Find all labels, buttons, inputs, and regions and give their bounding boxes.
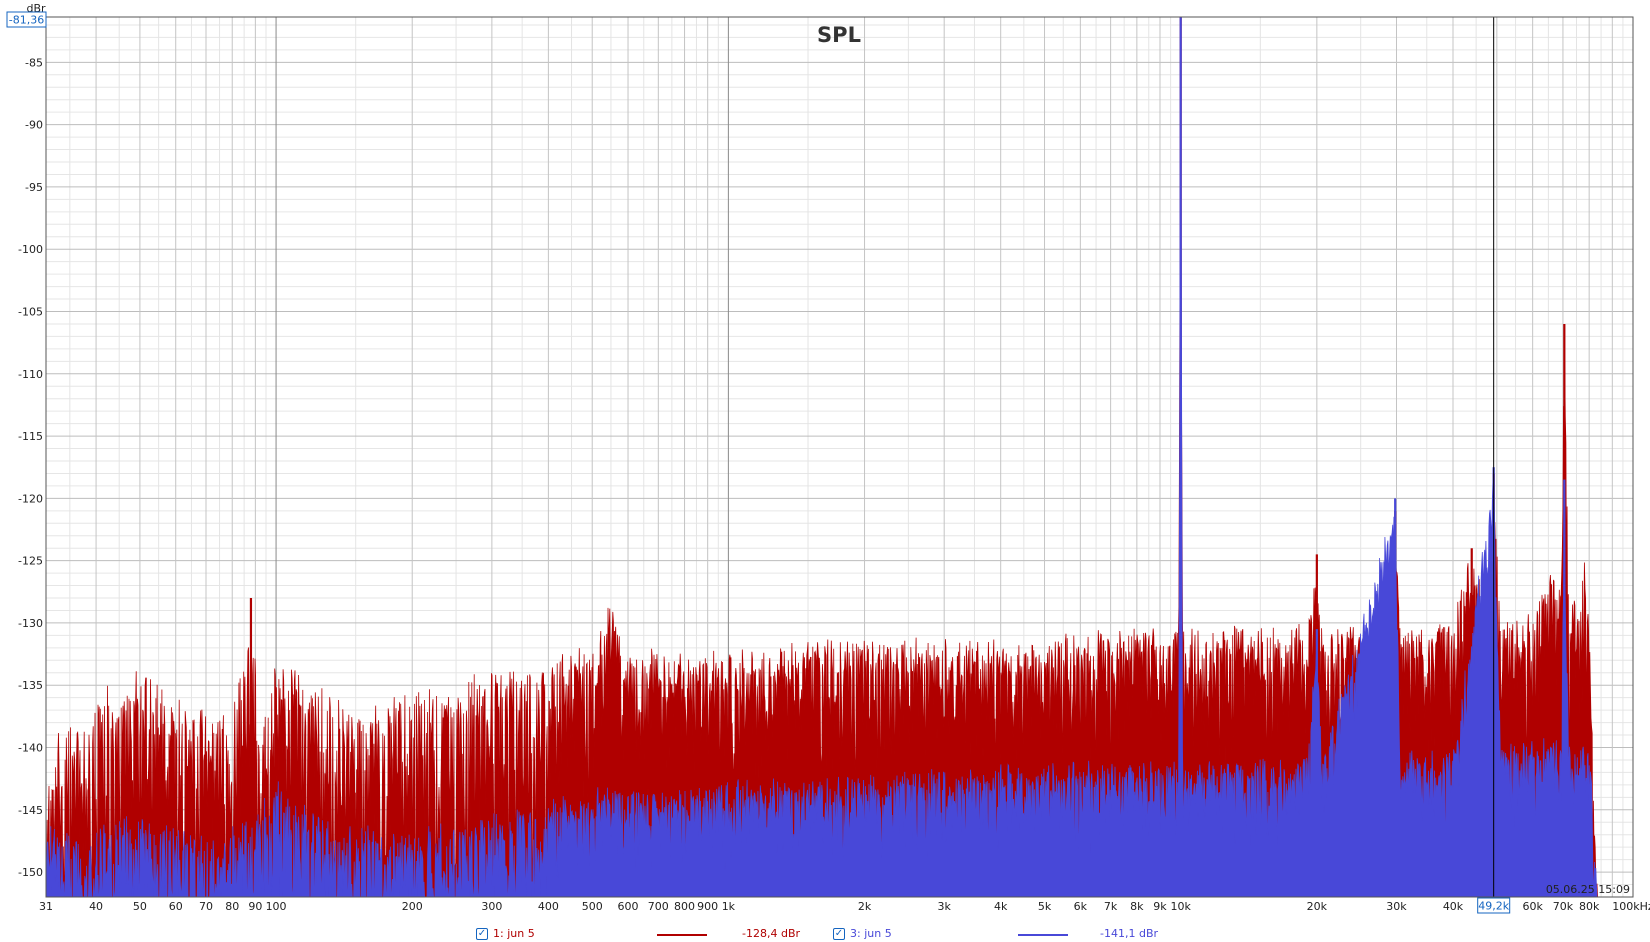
x-tick-label: 1k — [722, 900, 736, 913]
x-tick-label: 8k — [1130, 900, 1144, 913]
y-tick-label: -120 — [18, 492, 43, 505]
x-tick-label: 100 — [266, 900, 287, 913]
x-tick-label: 80k — [1579, 900, 1600, 913]
x-tick-label: 60 — [169, 900, 183, 913]
y-tick-label: -125 — [18, 555, 43, 568]
timestamp: 05.06.25 15:09 — [1546, 883, 1630, 896]
y-tick-label: -145 — [18, 804, 43, 817]
y-tick-label: -110 — [18, 368, 43, 381]
chart-title: SPL — [817, 23, 861, 47]
x-tick-label: 10k — [1171, 900, 1192, 913]
x-tick-labels: 31 40 50 60 70 80 90 100 200 300 400 500 600 700 800 90… — [39, 900, 1650, 913]
x-tick-label: 600 — [618, 900, 639, 913]
x-tick-label: 20k — [1307, 900, 1328, 913]
spectrum-series-3 — [46, 47, 1599, 897]
legend-label-series-1: 1: jun 5 — [493, 927, 535, 940]
x-tick-label: 300 — [481, 900, 502, 913]
x-tick-label: 400 — [538, 900, 559, 913]
x-tick-label: 70 — [199, 900, 213, 913]
y-tick-label: -90 — [25, 119, 43, 132]
x-tick-label: 9k — [1153, 900, 1167, 913]
legend-swatch-series-3 — [1018, 934, 1068, 936]
checkbox-checked-icon[interactable]: ✓ — [833, 927, 845, 940]
x-tick-label: 500 — [582, 900, 603, 913]
x-tick-label: 80 — [225, 900, 239, 913]
x-tick-label: 60k — [1522, 900, 1543, 913]
x-tick-label: 4k — [994, 900, 1008, 913]
x-tick-label: 50 — [133, 900, 147, 913]
x-tick-label: 7k — [1104, 900, 1118, 913]
x-tick-label: 40k — [1443, 900, 1464, 913]
y-tick-label: -130 — [18, 617, 43, 630]
legend: ✓ 1: jun 5 -128,4 dBr ✓ 3: jun 5 -141,1 … — [0, 926, 1650, 942]
y-tick-label: -105 — [18, 305, 43, 318]
y-tick-label: -135 — [18, 679, 43, 692]
y-tick-label: -85 — [25, 56, 43, 69]
legend-readout-series-1: -128,4 dBr — [742, 927, 801, 940]
x-tick-label: 800 — [674, 900, 695, 913]
x-tick-label: 30k — [1386, 900, 1407, 913]
y-tick-label: -115 — [18, 430, 43, 443]
x-cursor-readout[interactable]: 49,2k — [1477, 897, 1511, 914]
x-cursor-value: 49,2k — [1478, 900, 1509, 913]
x-tick-label: 90 — [248, 900, 262, 913]
legend-item-series-3[interactable]: ✓ 3: jun 5 — [833, 927, 892, 940]
plot-frame — [45, 16, 1634, 898]
y-cursor-value: -81,36 — [9, 14, 44, 27]
y-tick-label: -95 — [25, 181, 43, 194]
x-tick-label: 5k — [1038, 900, 1052, 913]
x-tick-label: 70k — [1553, 900, 1574, 913]
legend-swatch-series-1 — [657, 934, 707, 936]
x-tick-label: 200 — [402, 900, 423, 913]
y-tick-label: -140 — [18, 742, 43, 755]
x-tick-label: 900 — [697, 900, 718, 913]
y-tick-labels: -85 -90 -95 -100 -105 -110 -115 -120 -125 -130 -13… — [18, 56, 43, 879]
legend-item-series-1[interactable]: ✓ 1: jun 5 — [476, 927, 535, 940]
checkbox-checked-icon[interactable]: ✓ — [476, 927, 488, 940]
series-layer — [46, 17, 1599, 897]
x-tick-label: 31 — [39, 900, 53, 913]
y-tick-label: -100 — [18, 243, 43, 256]
legend-label-series-3: 3: jun 5 — [850, 927, 892, 940]
x-tick-label: 40 — [89, 900, 103, 913]
x-tick-label: 700 — [648, 900, 669, 913]
y-tick-label: -150 — [18, 866, 43, 879]
y-cursor-readout[interactable]: -81,36 — [6, 11, 47, 28]
x-tick-label: 100kHz — [1612, 900, 1650, 913]
spectrum-series-1 — [46, 45, 1599, 897]
legend-readout-series-3: -141,1 dBr — [1100, 927, 1159, 940]
x-tick-label: 3k — [937, 900, 951, 913]
x-tick-label: 2k — [858, 900, 872, 913]
x-tick-label: 6k — [1074, 900, 1088, 913]
